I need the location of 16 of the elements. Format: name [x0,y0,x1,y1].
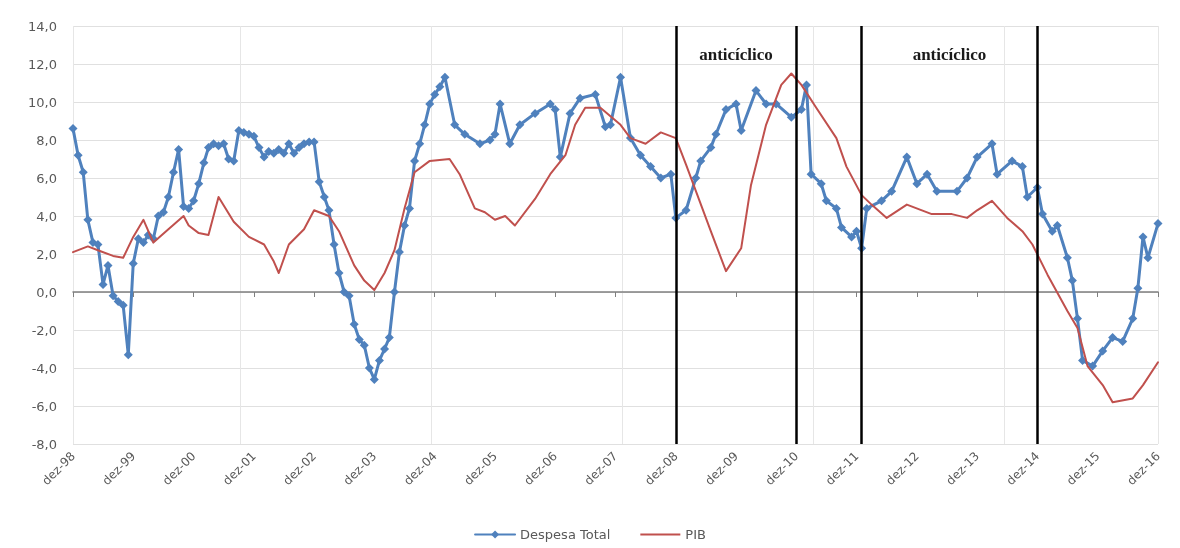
y-tick-label: 2,0 [36,246,57,262]
y-tick-label: 10,0 [28,94,57,110]
annotation: anticíclico [699,44,773,64]
legend-label: PIB [685,527,706,542]
y-tick-label: 14,0 [28,18,57,34]
y-tick-label: -4,0 [31,360,57,376]
y-tick-label: 4,0 [36,208,57,224]
y-tick-label: 8,0 [36,132,57,148]
y-tick-label: 12,0 [28,56,57,72]
y-tick-label: -8,0 [31,436,57,452]
annotation: anticíclico [912,44,987,64]
y-tick-label: -2,0 [31,322,57,338]
y-tick-label: -6,0 [31,398,57,414]
legend-label: Despesa Total [520,527,611,542]
y-tick-label: 6,0 [36,170,57,186]
y-tick-label: 0,0 [36,284,57,300]
